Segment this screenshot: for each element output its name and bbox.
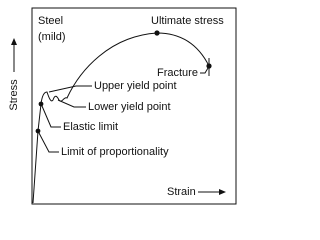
material: Steel (38, 15, 63, 27)
leader (41, 105, 61, 128)
stress-strain-diagram: Steel (mild) Ultimate stress Fracture Up… (8, 7, 237, 205)
point-label: Upper yield point (94, 80, 177, 92)
point-label: Elastic limit (63, 121, 118, 133)
curve (32, 32, 210, 204)
leader (200, 67, 209, 74)
leader (38, 132, 59, 153)
point-label: Ultimate stress (151, 15, 224, 27)
ultimate-point (154, 30, 160, 36)
leader (57, 99, 86, 108)
x-arrowhead (219, 189, 226, 195)
x-axis-label: Strain (167, 186, 196, 198)
page: {"material": ["Steel", "(mild)"], "axes"… (7, 7, 237, 205)
y-arrowhead (11, 38, 17, 45)
point-label: Lower yield point (88, 101, 171, 113)
elastic-point (38, 101, 44, 107)
leader (48, 85, 92, 93)
y-axis-label: Stress (8, 79, 20, 111)
fracture-point (206, 63, 212, 69)
proportional-point (35, 128, 41, 134)
point-label: Fracture (157, 67, 198, 79)
point-label: Limit of proportionality (61, 146, 169, 158)
material: (mild) (38, 31, 66, 43)
frame (31, 7, 237, 205)
